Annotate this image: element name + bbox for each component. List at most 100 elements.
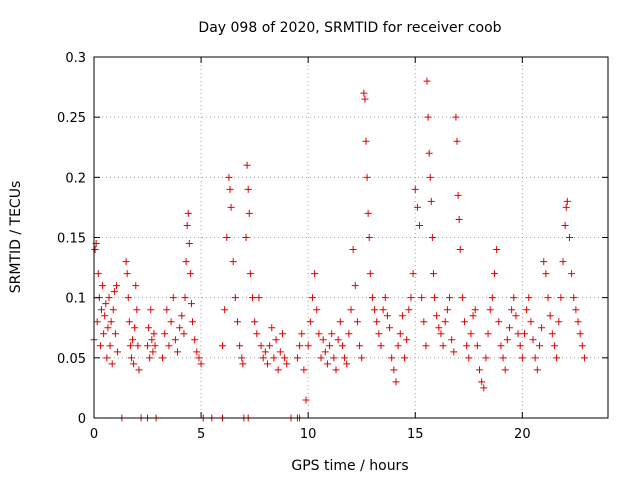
data-point bbox=[343, 360, 351, 368]
data-point bbox=[568, 270, 576, 278]
data-point bbox=[255, 294, 263, 302]
data-point bbox=[306, 318, 314, 326]
data-point bbox=[109, 306, 117, 314]
data-point bbox=[274, 366, 282, 374]
data-point bbox=[428, 234, 436, 241]
data-point bbox=[559, 258, 567, 266]
data-point bbox=[388, 354, 396, 362]
data-point bbox=[183, 221, 191, 229]
data-point bbox=[182, 258, 190, 266]
x-tick-label: 5 bbox=[197, 427, 205, 442]
data-point bbox=[243, 161, 251, 169]
data-point bbox=[181, 294, 189, 302]
data-point bbox=[426, 173, 434, 181]
y-tick-label: 0.3 bbox=[65, 51, 86, 66]
y-tick-label: 0.2 bbox=[65, 171, 86, 186]
data-point bbox=[383, 312, 391, 320]
data-point bbox=[304, 342, 312, 350]
data-point bbox=[239, 360, 247, 368]
data-point bbox=[478, 378, 486, 386]
data-point bbox=[151, 342, 159, 350]
data-point bbox=[104, 324, 112, 332]
data-point bbox=[131, 324, 139, 332]
x-tick-label: 20 bbox=[514, 427, 531, 442]
data-point bbox=[443, 306, 451, 314]
data-point bbox=[427, 197, 435, 205]
data-point bbox=[557, 294, 565, 302]
data-point bbox=[266, 342, 274, 350]
data-point bbox=[362, 137, 370, 145]
data-point bbox=[570, 294, 578, 302]
data-point bbox=[103, 354, 111, 362]
data-point bbox=[144, 342, 152, 350]
data-point bbox=[390, 366, 398, 374]
data-point bbox=[396, 330, 404, 338]
y-axis: 0 0.05 0.1 0.15 0.2 0.25 0.3 bbox=[57, 51, 608, 427]
data-point bbox=[405, 306, 413, 314]
data-point bbox=[99, 282, 107, 290]
chart-title: Day 098 of 2020, SRMTID for receiver coo… bbox=[198, 20, 501, 36]
data-point bbox=[538, 324, 546, 332]
data-point bbox=[353, 318, 361, 326]
data-point bbox=[453, 137, 461, 145]
data-point bbox=[102, 300, 110, 308]
data-point bbox=[420, 318, 428, 326]
data-point bbox=[431, 294, 439, 302]
data-point bbox=[413, 203, 421, 211]
data-point bbox=[276, 348, 284, 356]
data-point bbox=[107, 318, 115, 326]
data-point bbox=[197, 360, 205, 368]
data-point bbox=[423, 77, 431, 85]
data-point bbox=[106, 342, 114, 350]
data-point bbox=[480, 384, 488, 392]
data-point bbox=[296, 342, 304, 350]
data-point bbox=[328, 330, 336, 338]
data-point bbox=[548, 330, 556, 338]
data-points bbox=[90, 77, 588, 422]
data-point bbox=[469, 312, 477, 320]
data-point bbox=[465, 354, 473, 362]
data-point bbox=[270, 354, 278, 362]
data-point bbox=[134, 342, 142, 350]
data-point bbox=[130, 360, 138, 368]
data-point bbox=[246, 270, 254, 278]
data-point bbox=[308, 294, 316, 302]
data-point bbox=[185, 240, 193, 248]
data-point bbox=[94, 270, 102, 278]
y-tick-label: 0.05 bbox=[57, 352, 86, 367]
data-point bbox=[523, 306, 531, 314]
data-point bbox=[425, 149, 433, 157]
data-point bbox=[127, 354, 135, 362]
data-point bbox=[193, 348, 201, 356]
data-point bbox=[259, 354, 267, 362]
data-point bbox=[565, 234, 573, 241]
data-point bbox=[351, 282, 359, 290]
data-point bbox=[91, 246, 99, 254]
data-point bbox=[510, 294, 518, 302]
data-point bbox=[368, 294, 376, 302]
data-point bbox=[233, 318, 241, 326]
data-point bbox=[437, 330, 445, 338]
data-point bbox=[112, 282, 120, 290]
data-point bbox=[146, 354, 154, 362]
data-point bbox=[278, 330, 286, 338]
data-point bbox=[238, 354, 246, 362]
data-point bbox=[341, 354, 349, 362]
data-point bbox=[381, 294, 389, 302]
data-point bbox=[531, 354, 539, 362]
grid-lines bbox=[94, 57, 608, 418]
data-point bbox=[441, 318, 449, 326]
data-point bbox=[272, 336, 280, 344]
data-point bbox=[429, 270, 437, 278]
data-point bbox=[364, 209, 372, 217]
data-point bbox=[123, 270, 131, 278]
data-point bbox=[358, 354, 366, 362]
data-point bbox=[293, 354, 301, 362]
data-point bbox=[186, 270, 194, 278]
y-tick-label: 0.15 bbox=[57, 232, 86, 247]
data-point bbox=[525, 294, 533, 302]
data-point bbox=[529, 336, 537, 344]
data-point bbox=[132, 282, 140, 290]
data-point bbox=[424, 113, 432, 121]
data-point bbox=[471, 306, 479, 314]
